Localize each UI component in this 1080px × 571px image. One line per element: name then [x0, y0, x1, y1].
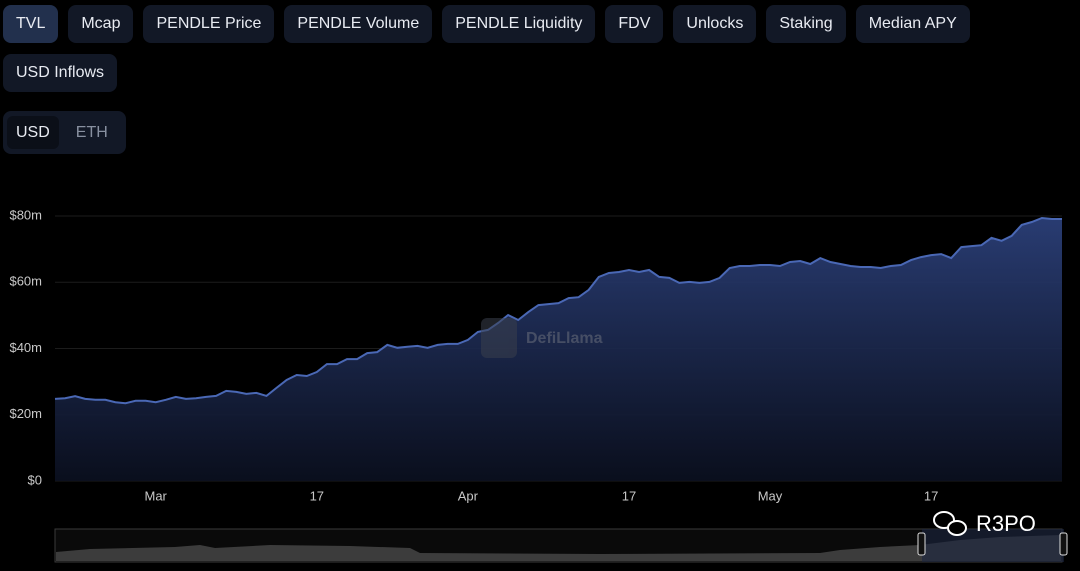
x-tick-label: 17 [924, 488, 938, 503]
y-tick-label: $40m [9, 340, 42, 355]
currency-option[interactable]: USD [7, 116, 59, 149]
watermark-text: DefiLlama [526, 330, 603, 347]
tab[interactable]: FDV [605, 5, 664, 43]
plot [54, 216, 1062, 481]
badge-icon [947, 520, 967, 536]
brush-silhouette [56, 535, 1061, 561]
x-tick-label: May [758, 488, 783, 503]
x-tick-label: Mar [145, 488, 168, 503]
watermark-logo [481, 318, 517, 358]
metric-tabs: TVL Mcap PENDLE Price PENDLE Volume PEND… [3, 5, 993, 92]
watermark: DefiLlama [481, 318, 603, 358]
x-tick-label: 17 [622, 488, 636, 503]
tab[interactable]: Staking [766, 5, 846, 43]
badge-icon [933, 511, 955, 529]
y-tick-label: $20m [9, 406, 42, 421]
tab[interactable]: TVL [3, 5, 59, 43]
y-tick-label: $80m [9, 207, 42, 222]
tab[interactable]: PENDLE Liquidity [442, 5, 596, 43]
badge: R3PO [933, 511, 1036, 536]
tab[interactable]: Mcap [68, 5, 134, 43]
tab[interactable]: USD Inflows [3, 54, 118, 92]
y-tick-label: $60m [9, 274, 42, 289]
range-brush [54, 528, 1068, 563]
area [55, 218, 1062, 481]
tab[interactable]: Unlocks [673, 5, 757, 43]
brush-selection[interactable] [922, 529, 1064, 562]
tab[interactable]: PENDLE Volume [284, 5, 433, 43]
x-tick-label: Apr [458, 488, 479, 503]
currency-option[interactable]: ETH [75, 124, 108, 141]
tab[interactable]: Median APY [855, 5, 970, 43]
x-tick-label: 17 [310, 488, 324, 503]
badge-text: R3PO [976, 511, 1036, 536]
currency-toggle: USD ETH [3, 111, 126, 154]
y-tick-label: $0 [28, 472, 42, 487]
tab[interactable]: PENDLE Price [143, 5, 275, 43]
brush-handle[interactable] [1059, 532, 1068, 556]
brush-handle[interactable] [917, 532, 926, 556]
line [54, 216, 1062, 405]
